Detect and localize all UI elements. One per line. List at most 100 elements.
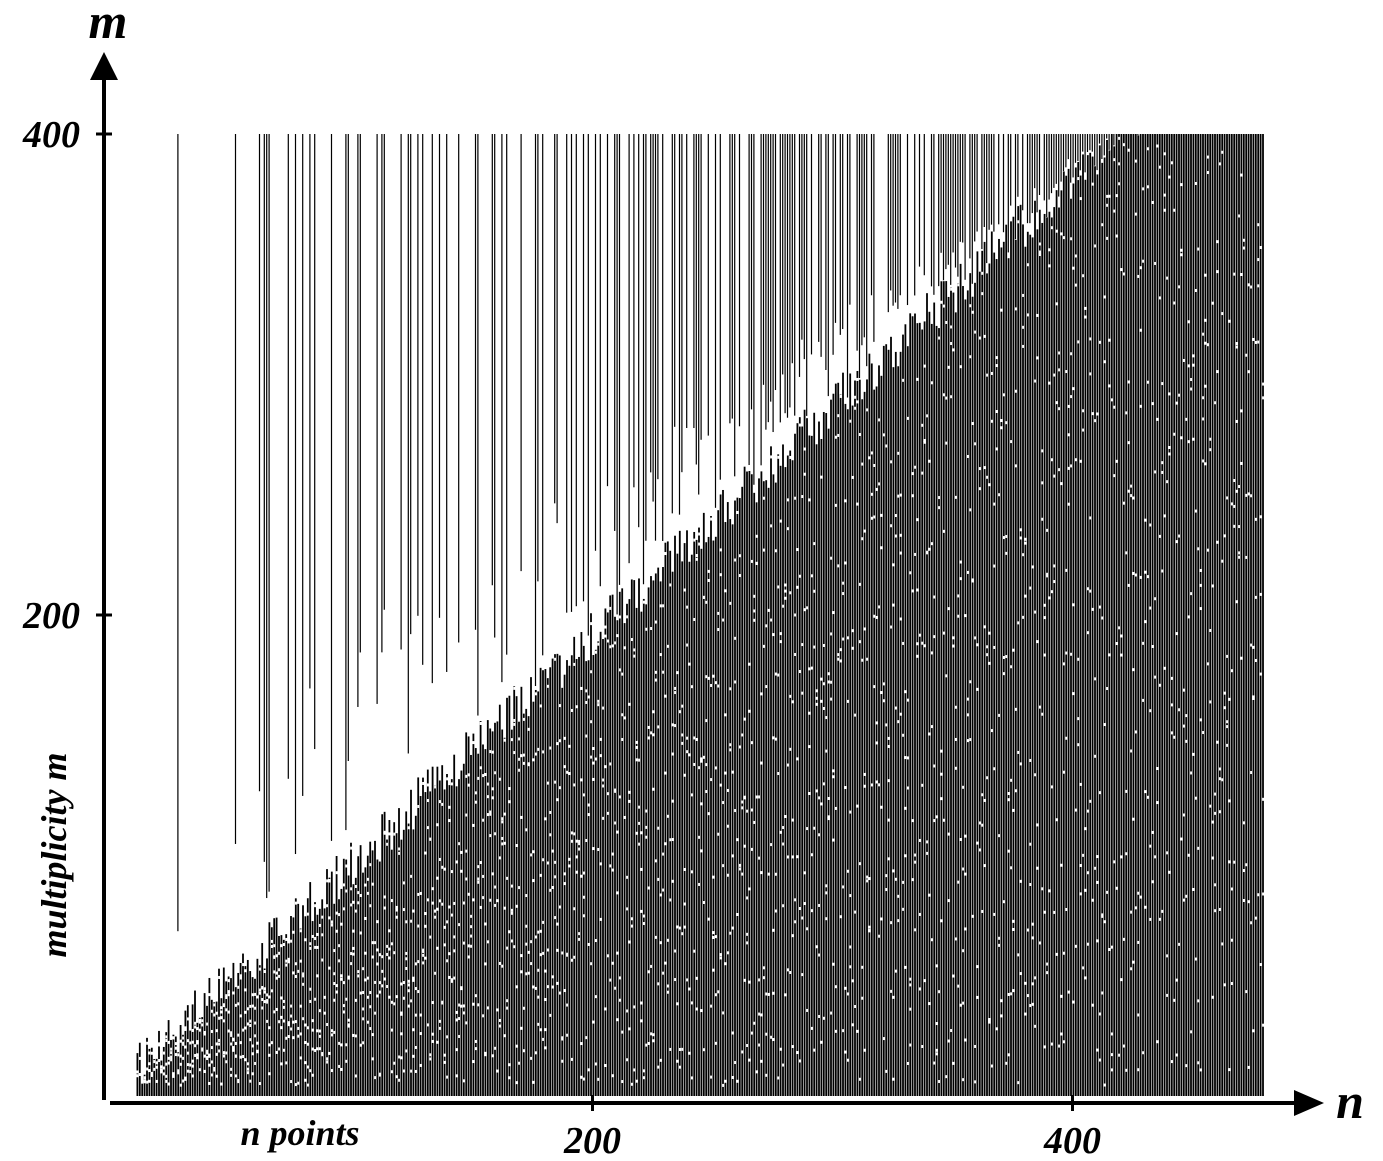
raster-column: [686, 530, 688, 1096]
raster-column: [1014, 134, 1017, 240]
raster-column: [1048, 134, 1050, 200]
raster-dot: [1197, 999, 1200, 1003]
raster-dot: [1158, 165, 1162, 169]
raster-column: [1041, 222, 1044, 1097]
raster-dot: [587, 813, 591, 817]
raster-column: [138, 1042, 141, 1096]
raster-dot: [722, 1011, 725, 1015]
raster-dot: [1010, 992, 1013, 996]
raster-dot: [642, 914, 646, 918]
raster-column: [719, 494, 722, 1096]
raster-dot: [926, 414, 929, 418]
raster-dot: [328, 1051, 331, 1055]
raster-column: [933, 134, 935, 295]
raster-dot: [1132, 496, 1135, 500]
raster-column: [748, 470, 751, 1096]
raster-dot: [287, 960, 291, 964]
raster-dot: [890, 460, 893, 464]
raster-dot: [1242, 246, 1246, 250]
raster-dot: [179, 1054, 183, 1058]
raster-dot: [414, 1069, 418, 1073]
raster-column: [518, 721, 520, 1096]
raster-dot: [676, 1059, 679, 1063]
raster-dot: [690, 1076, 694, 1080]
raster-dot: [602, 784, 605, 788]
raster-dot: [1228, 319, 1231, 323]
raster-dot: [837, 653, 840, 657]
raster-dot: [314, 904, 317, 908]
raster-column: [184, 1010, 187, 1096]
raster-dot: [182, 1041, 185, 1045]
raster-dot: [640, 1001, 643, 1005]
raster-dot: [995, 364, 999, 368]
raster-dot: [1156, 767, 1159, 771]
raster-dot: [695, 557, 699, 561]
raster-column: [770, 446, 772, 1097]
raster-dot: [1216, 240, 1219, 244]
raster-dot: [518, 737, 521, 741]
raster-dot: [753, 594, 756, 598]
raster-dot: [856, 502, 859, 506]
raster-column: [666, 541, 669, 1096]
raster-column: [885, 344, 888, 1096]
raster-dot: [1252, 1029, 1255, 1033]
raster-dot: [890, 921, 893, 925]
raster-dot: [1086, 631, 1090, 635]
raster-dot: [537, 747, 540, 751]
raster-dot: [671, 799, 675, 803]
raster-dot: [153, 1067, 156, 1071]
raster-column: [777, 454, 780, 1097]
raster-dot: [830, 1011, 833, 1015]
raster-column: [594, 134, 597, 551]
raster-dot: [921, 471, 924, 475]
raster-dot: [364, 951, 367, 955]
raster-column: [578, 656, 580, 1096]
raster-column: [448, 785, 451, 1096]
raster-dot: [1046, 971, 1049, 975]
raster-dot: [182, 1079, 185, 1083]
raster-dot: [225, 1008, 228, 1012]
raster-column: [1242, 134, 1245, 1096]
raster-dot: [1178, 942, 1181, 946]
raster-dot: [722, 618, 725, 622]
raster-dot: [906, 698, 910, 702]
raster-dot: [424, 912, 427, 916]
raster-dot: [1154, 855, 1157, 859]
raster-column: [1144, 134, 1147, 1096]
raster-dot: [1132, 817, 1135, 821]
raster-dot: [446, 959, 449, 963]
raster-dot: [731, 1031, 735, 1035]
raster-column: [772, 474, 775, 1096]
raster-dot: [1108, 194, 1111, 198]
raster-column: [393, 822, 396, 1096]
raster-dot: [707, 676, 711, 680]
raster-column: [856, 134, 858, 351]
raster-dot: [1180, 253, 1183, 257]
raster-dot: [719, 783, 723, 787]
raster-dot: [1055, 401, 1059, 405]
raster-dot: [1190, 771, 1193, 775]
raster-dot: [1125, 411, 1128, 415]
raster-dot: [722, 1083, 725, 1087]
raster-dot: [794, 613, 797, 617]
raster-dot: [578, 839, 581, 843]
raster-dot: [765, 992, 768, 996]
raster-dot: [213, 1003, 216, 1007]
raster-dot: [818, 953, 821, 957]
raster-dot: [1199, 718, 1203, 722]
raster-column: [544, 669, 547, 1096]
raster-column: [726, 502, 729, 1097]
raster-dot: [580, 778, 583, 782]
raster-dot: [1180, 183, 1183, 187]
raster-dot: [299, 959, 303, 963]
raster-dot: [585, 734, 588, 738]
raster-column: [974, 282, 976, 1096]
raster-dot: [623, 716, 627, 720]
raster-dot: [381, 955, 384, 959]
raster-dot: [801, 691, 804, 695]
raster-dot: [311, 1073, 315, 1077]
raster-column: [767, 487, 770, 1096]
raster-dot: [669, 583, 672, 587]
raster-dot: [782, 904, 785, 908]
raster-dot: [138, 1056, 142, 1060]
